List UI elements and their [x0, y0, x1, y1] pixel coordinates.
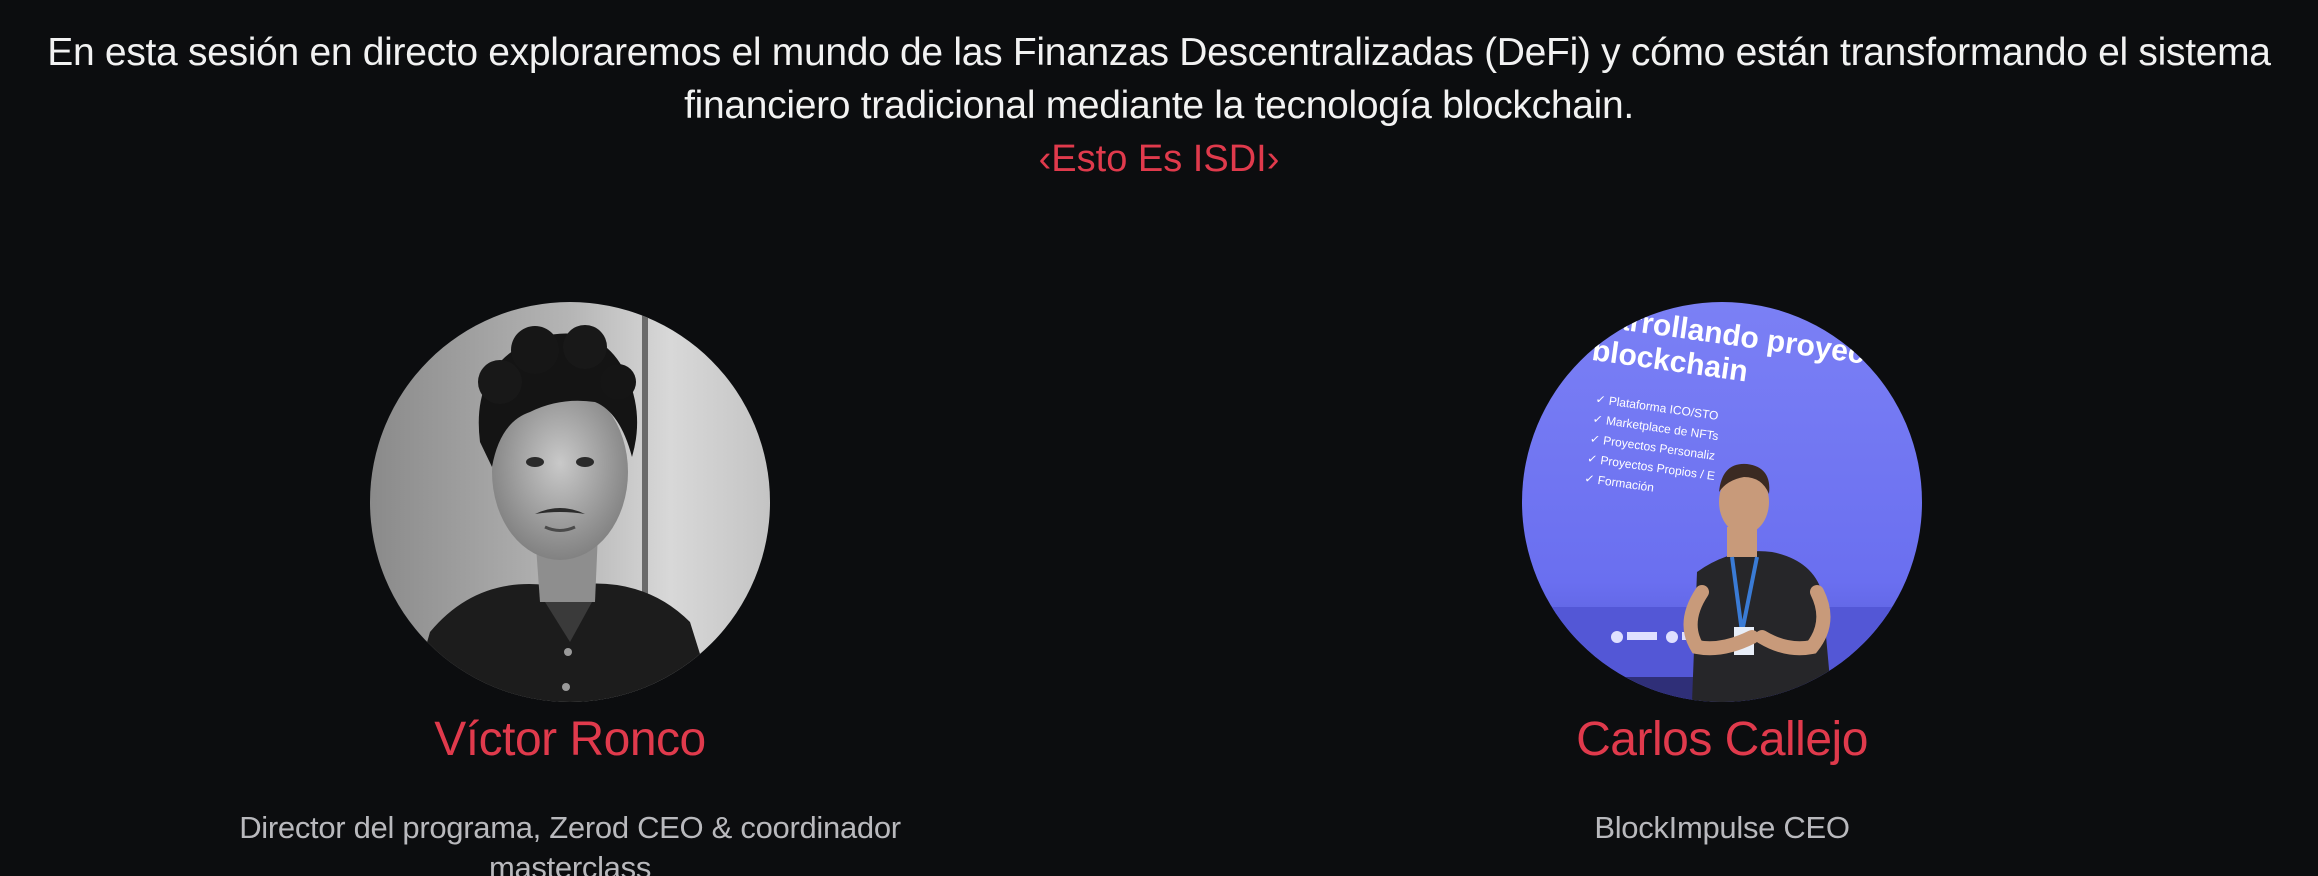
speaker-role: Director del programa, Zerod CEO & coord…	[239, 810, 901, 876]
person-portrait-icon	[370, 302, 770, 702]
speaker-card-victor-ronco: Víctor Ronco Director del programa, Zero…	[170, 302, 970, 876]
intro-line-1: En esta sesión en directo exploraremos e…	[47, 31, 2271, 74]
speaker-role: BlockImpulse CEO	[1594, 810, 1850, 845]
speaker-photo: sarrollando proyectos blockchain ✓ Plata…	[1522, 302, 1922, 702]
speaker-card-carlos-callejo: sarrollando proyectos blockchain ✓ Plata…	[1322, 302, 2122, 848]
tagline: ‹Esto Es ISDI›	[1038, 138, 1280, 180]
person-presenting-icon: sarrollando proyectos blockchain ✓ Plata…	[1522, 302, 1922, 702]
speaker-name: Carlos Callejo	[1576, 713, 1868, 766]
speaker-photo	[370, 302, 770, 702]
intro-text: En esta sesión en directo exploraremos e…	[0, 26, 2318, 132]
speaker-name: Víctor Ronco	[434, 713, 706, 766]
intro-line-2: financiero tradicional mediante la tecno…	[684, 84, 1634, 127]
